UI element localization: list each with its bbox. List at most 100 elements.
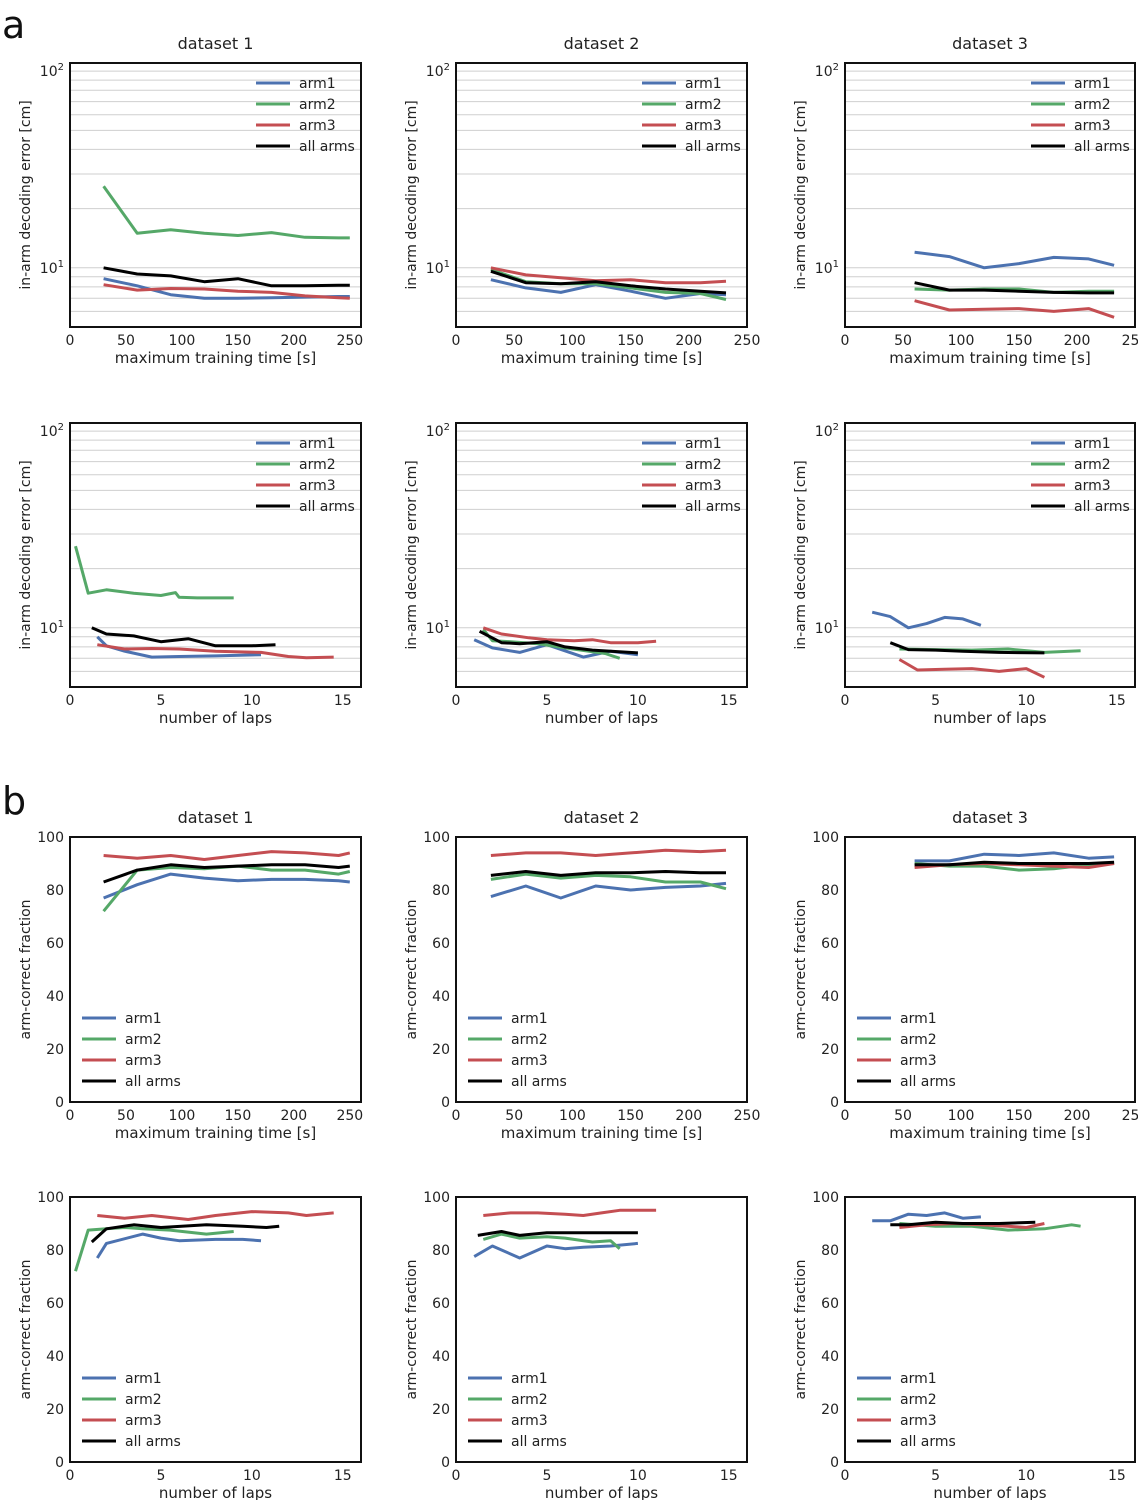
- x-tick-label: 0: [452, 1108, 461, 1124]
- legend-label: arm1: [299, 76, 336, 92]
- plot-frame: [455, 422, 748, 688]
- legend-label: arm1: [685, 76, 722, 92]
- y-tick-label: 40: [821, 989, 839, 1005]
- legend-label: arm3: [1074, 118, 1111, 134]
- legend-label: arm2: [299, 457, 336, 473]
- series-line-arm2: [102, 185, 350, 240]
- series-line-arm1: [490, 881, 727, 900]
- series-line-arm1: [96, 1232, 262, 1259]
- series-line-arm3: [103, 283, 350, 300]
- x-tick-label: 50: [894, 333, 912, 349]
- x-tick-label: 200: [1064, 1108, 1091, 1124]
- x-tick-label: 50: [894, 1108, 912, 1124]
- legend-label: all arms: [685, 139, 741, 155]
- y-tick-label: 100: [37, 1190, 64, 1206]
- y-axis-label: in-arm decoding error [cm]: [793, 100, 809, 289]
- y-tick-label: 100: [423, 1190, 450, 1206]
- legend-label: arm2: [125, 1392, 162, 1408]
- y-tick-label: 60: [821, 936, 839, 952]
- y-tick-label: 60: [432, 1296, 450, 1312]
- chart-5: 0 5 10 15 101 102 number of laps in-arm decodin…: [404, 422, 748, 727]
- y-tick-label: 100: [812, 1190, 839, 1206]
- y-tick-label: 80: [46, 1243, 64, 1259]
- y-tick-label: 102: [426, 62, 450, 80]
- x-tick-label: 0: [841, 1468, 850, 1484]
- series-line-arm1: [473, 1241, 639, 1260]
- legend-label: arm2: [900, 1032, 937, 1048]
- y-tick-label: 101: [815, 619, 839, 637]
- chart-4: 0 5 10 15 101 102 number of laps in-arm decodin…: [18, 422, 362, 727]
- x-tick-label: 0: [841, 333, 850, 349]
- legend-label: all arms: [1074, 139, 1130, 155]
- x-tick-label: 5: [931, 693, 940, 709]
- chart-6: 0 5 10 15 101 102 number of laps in-arm decodin…: [793, 422, 1136, 727]
- x-tick-label: 0: [66, 693, 75, 709]
- plot-frame: [69, 836, 362, 1103]
- x-tick-label: 50: [117, 333, 135, 349]
- legend-label: arm3: [900, 1053, 937, 1069]
- y-tick-label: 60: [821, 1296, 839, 1312]
- y-tick-label: 80: [432, 883, 450, 899]
- x-tick-label: 100: [948, 1108, 975, 1124]
- chart-3: 0 50 100 150 200 250 101 102 maximum training ti…: [793, 34, 1138, 367]
- legend-label: arm1: [685, 436, 722, 452]
- x-tick-label: 200: [675, 1108, 702, 1124]
- legend-label: all arms: [900, 1074, 956, 1090]
- x-tick-label: 200: [1064, 333, 1091, 349]
- y-tick-label: 102: [40, 422, 64, 440]
- legend-label: arm2: [299, 97, 336, 113]
- x-tick-label: 0: [841, 693, 850, 709]
- x-tick-label: 100: [559, 1108, 586, 1124]
- legend-label: arm3: [900, 1413, 937, 1429]
- y-tick-label: 20: [821, 1402, 839, 1418]
- x-tick-label: 0: [841, 1108, 850, 1124]
- x-axis-label: number of laps: [933, 709, 1046, 727]
- legend-label: arm1: [511, 1011, 548, 1027]
- x-tick-label: 10: [1017, 1468, 1035, 1484]
- y-axis-label: arm-correct fraction: [18, 899, 34, 1039]
- y-tick-label: 101: [40, 259, 64, 277]
- series-line-arm2: [74, 545, 234, 600]
- y-tick-label: 40: [46, 989, 64, 1005]
- x-tick-label: 200: [675, 333, 702, 349]
- chart-title: dataset 2: [564, 808, 640, 827]
- legend-label: all arms: [299, 499, 355, 515]
- plot-frame: [69, 422, 362, 688]
- series-line-arm1: [872, 1211, 982, 1223]
- x-tick-label: 100: [559, 333, 586, 349]
- y-tick-label: 80: [432, 1243, 450, 1259]
- x-tick-label: 5: [156, 1468, 165, 1484]
- y-tick-label: 60: [46, 1296, 64, 1312]
- x-tick-label: 250: [336, 1108, 363, 1124]
- series-line-all-arms: [90, 1223, 280, 1244]
- y-axis-label: in-arm decoding error [cm]: [404, 460, 420, 649]
- plot-frame: [844, 422, 1136, 688]
- y-axis-label: arm-correct fraction: [793, 899, 809, 1039]
- y-tick-label: 80: [821, 883, 839, 899]
- plot-frame: [844, 1196, 1136, 1463]
- y-tick-label: 60: [432, 936, 450, 952]
- legend-label: arm1: [511, 1371, 548, 1387]
- x-tick-label: 0: [66, 333, 75, 349]
- x-tick-label: 5: [542, 693, 551, 709]
- chart-title: dataset 3: [952, 808, 1028, 827]
- x-tick-label: 15: [720, 1468, 738, 1484]
- plot-frame: [69, 1196, 362, 1463]
- y-axis-label: in-arm decoding error [cm]: [404, 100, 420, 289]
- x-tick-label: 0: [66, 1468, 75, 1484]
- series-line-arm3: [103, 850, 351, 861]
- x-tick-label: 150: [617, 333, 644, 349]
- series-line-arm2: [102, 864, 351, 913]
- x-tick-label: 15: [334, 693, 352, 709]
- x-tick-label: 15: [720, 693, 738, 709]
- legend-label: arm3: [299, 118, 336, 134]
- x-tick-label: 250: [734, 333, 761, 349]
- legend-label: arm1: [1074, 76, 1111, 92]
- plot-frame: [455, 62, 748, 328]
- y-tick-label: 102: [815, 62, 839, 80]
- legend-label: arm3: [125, 1053, 162, 1069]
- series-line-all-arms: [477, 1230, 638, 1237]
- x-tick-label: 250: [1122, 1108, 1138, 1124]
- x-tick-label: 100: [948, 333, 975, 349]
